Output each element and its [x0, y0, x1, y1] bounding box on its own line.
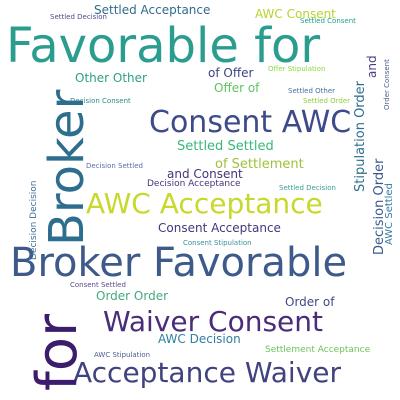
word: Settlement Acceptance — [265, 345, 371, 355]
word: and Consent — [167, 167, 243, 181]
word: Settled Order — [303, 97, 351, 105]
word: AWC Settled — [384, 183, 395, 245]
word: Decision Acceptance — [147, 179, 241, 189]
word: and — [365, 55, 379, 78]
word: Broker Favorable — [10, 240, 348, 286]
word: Waiver Consent — [103, 305, 324, 338]
word: Order Order — [96, 289, 169, 303]
word: Other Other — [75, 71, 147, 85]
word: AWC Stipulation — [94, 351, 151, 359]
word: Order Consent — [383, 59, 391, 110]
word: of Settlement — [215, 157, 304, 172]
word: Settled Consent — [300, 17, 356, 25]
word: Order of — [285, 295, 335, 309]
word: Consent AWC — [149, 105, 352, 140]
word: Settled Acceptance — [94, 3, 211, 17]
word: of Offer — [208, 66, 254, 80]
word: Settled Decision — [50, 13, 107, 21]
word: Offer Stipulation — [268, 65, 326, 73]
word: Decision Settled — [86, 162, 143, 170]
word: Broker — [39, 89, 95, 246]
word: Settled Other — [288, 87, 336, 95]
word: Settled Settled — [177, 139, 274, 154]
word: Settled Decision — [279, 184, 336, 192]
word: Consent Stipulation — [183, 239, 252, 247]
word: AWC Consent — [255, 7, 336, 21]
word: for — [25, 314, 90, 391]
word: AWC Decision — [158, 332, 241, 346]
word: Acceptance Waiver — [73, 356, 341, 389]
word: Consent Settled — [70, 281, 126, 289]
word: Stipulation Order — [353, 80, 368, 192]
word: AWC Acceptance — [86, 187, 323, 220]
word: Consent Acceptance — [158, 221, 281, 235]
word: Offer of — [214, 81, 260, 95]
word: Decision Decision — [29, 180, 39, 261]
word: Decision Consent — [70, 97, 131, 105]
word: Favorable for — [6, 18, 321, 74]
